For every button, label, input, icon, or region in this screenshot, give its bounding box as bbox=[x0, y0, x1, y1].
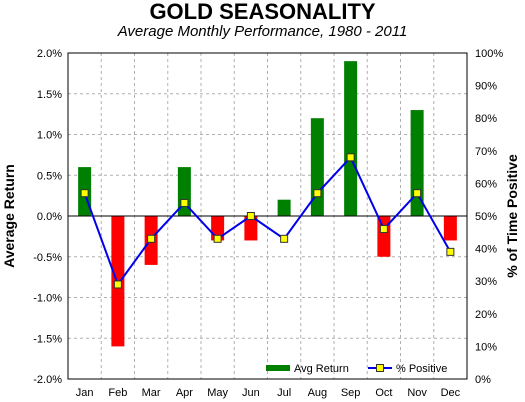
x-tick-label-sep: Sep bbox=[341, 387, 361, 399]
bar-jun bbox=[244, 216, 258, 241]
right-tick-label: 90% bbox=[475, 81, 497, 93]
pct-positive-marker-dec bbox=[446, 247, 455, 256]
pct-positive-marker-jul bbox=[280, 234, 289, 243]
left-axis-ticks: 2.0% 1.5% 1.0% 0.5% 0.0% -0.5% -1.0% -1.5% -2.0% bbox=[33, 48, 62, 386]
line-series bbox=[80, 153, 455, 289]
right-tick-label: 10% bbox=[475, 341, 497, 353]
pct-positive-marker-apr bbox=[180, 198, 189, 207]
legend-label-pct-positive: % Positive bbox=[396, 363, 447, 375]
chart-subtitle: Average Monthly Performance, 1980 - 2011 bbox=[117, 23, 408, 40]
pct-positive-line bbox=[83, 155, 452, 287]
legend-label-avg-return: Avg Return bbox=[294, 363, 349, 375]
plot-border bbox=[67, 52, 468, 380]
pct-positive-marker-aug bbox=[313, 189, 322, 198]
x-tick-label-may: May bbox=[207, 387, 228, 399]
bar-sep bbox=[344, 61, 358, 217]
x-tick-label-aug: Aug bbox=[308, 387, 328, 399]
right-axis-ticks: 100% 90% 80% 70% 60% 50% 40% 30% 20% 10% 0% bbox=[475, 48, 503, 386]
legend-swatch-avg-return bbox=[266, 365, 290, 371]
x-tick-label-dec: Dec bbox=[441, 387, 461, 399]
right-tick-label: 50% bbox=[475, 211, 497, 223]
x-tick-label-oct: Oct bbox=[375, 387, 392, 399]
pct-positive-marker-jan bbox=[80, 189, 89, 198]
left-tick-label: -0.5% bbox=[33, 252, 62, 264]
left-tick-label: -1.0% bbox=[33, 293, 62, 305]
x-tick-label-feb: Feb bbox=[108, 387, 127, 399]
left-tick-label: -2.0% bbox=[33, 374, 62, 386]
left-tick-label: 0.0% bbox=[37, 211, 62, 223]
chart-title: GOLD SEASONALITY bbox=[149, 0, 376, 24]
pct-positive-marker-oct bbox=[379, 225, 388, 234]
x-tick-label-nov: Nov bbox=[407, 387, 427, 399]
bar-dec bbox=[443, 216, 457, 241]
legend-swatch-pct-positive-marker bbox=[376, 364, 384, 372]
x-tick-label-apr: Apr bbox=[176, 387, 193, 399]
legend: Avg Return % Positive bbox=[266, 363, 447, 375]
pct-positive-marker-sep bbox=[346, 153, 355, 162]
right-tick-label: 0% bbox=[475, 374, 491, 386]
x-tick-label-jul: Jul bbox=[277, 387, 291, 399]
right-tick-label: 20% bbox=[475, 309, 497, 321]
right-tick-label: 40% bbox=[475, 244, 497, 256]
right-tick-label: 60% bbox=[475, 178, 497, 190]
bar-jul bbox=[277, 199, 291, 216]
bar-aug bbox=[310, 118, 324, 216]
left-tick-label: -1.5% bbox=[33, 333, 62, 345]
pct-positive-marker-mar bbox=[147, 234, 156, 243]
right-tick-label: 70% bbox=[475, 146, 497, 158]
pct-positive-marker-may bbox=[213, 234, 222, 243]
right-tick-label: 30% bbox=[475, 276, 497, 288]
x-tick-label-jan: Jan bbox=[76, 387, 94, 399]
left-tick-label: 0.5% bbox=[37, 170, 62, 182]
right-tick-label: 100% bbox=[475, 48, 503, 60]
bar-oct bbox=[377, 216, 391, 257]
x-tick-label-mar: Mar bbox=[142, 387, 161, 399]
y2-axis-title: % of Time Positive bbox=[504, 154, 520, 278]
left-tick-label: 2.0% bbox=[37, 48, 62, 60]
left-tick-label: 1.5% bbox=[37, 89, 62, 101]
pct-positive-marker-nov bbox=[413, 189, 422, 198]
left-tick-label: 1.0% bbox=[37, 130, 62, 142]
pct-positive-marker-feb bbox=[113, 280, 122, 289]
pct-positive-marker-jun bbox=[246, 212, 255, 220]
y-axis-title: Average Return bbox=[1, 164, 17, 268]
right-tick-label: 80% bbox=[475, 113, 497, 125]
x-axis-ticks: Jan Feb Mar Apr May Jun Jul Aug Sep Oct Nov Dec bbox=[76, 387, 461, 399]
x-tick-label-jun: Jun bbox=[242, 387, 260, 399]
